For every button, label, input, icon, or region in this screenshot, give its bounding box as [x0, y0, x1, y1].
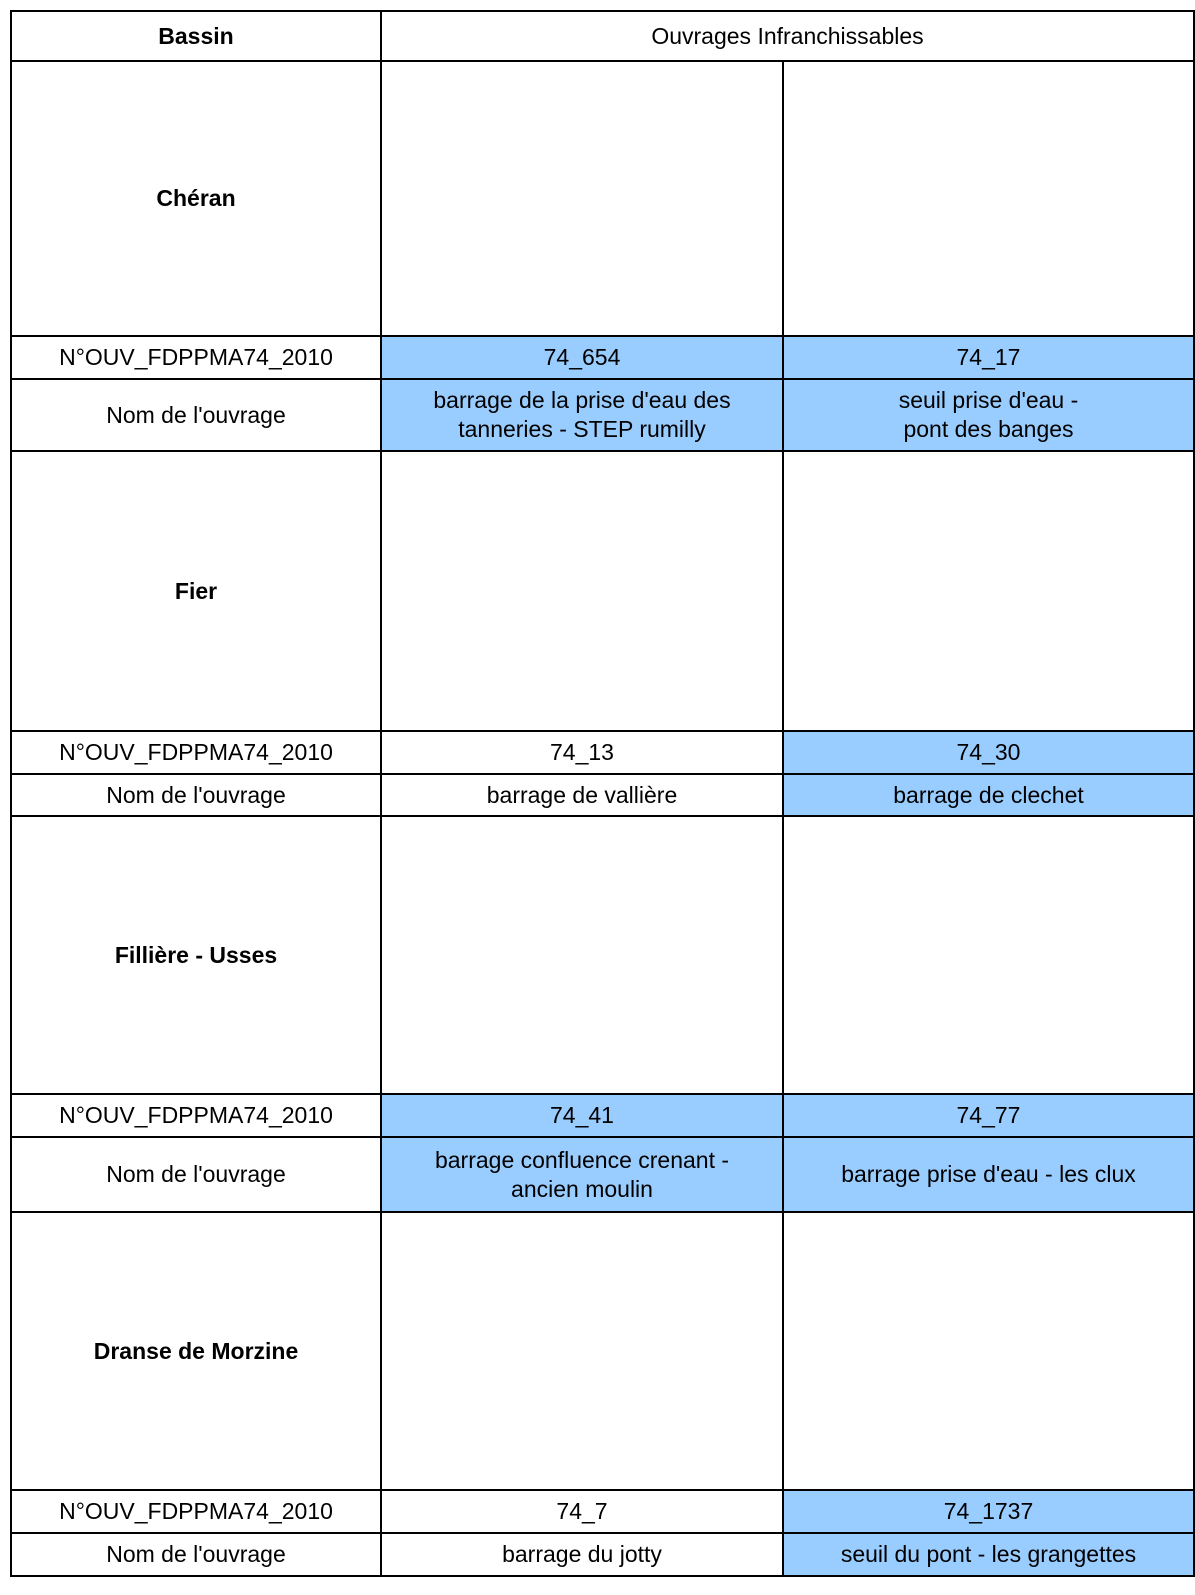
bassin-cell: Fier	[10, 450, 382, 732]
nom-row: Nom de l'ouvrage barrage de la prise d'ea…	[10, 378, 1195, 452]
photo-row: Fillière - Usses	[10, 815, 1195, 1095]
bassin-cell: Fillière - Usses	[10, 815, 382, 1095]
photo-cell	[380, 60, 784, 337]
numero-row: N°OUV_FDPPMA74_2010 74_41 74_77	[10, 1093, 1195, 1138]
nom-row: Nom de l'ouvrage barrage du jotty seuil du…	[10, 1532, 1195, 1577]
row-label: N°OUV_FDPPMA74_2010	[10, 1489, 382, 1534]
row-label: N°OUV_FDPPMA74_2010	[10, 730, 382, 775]
numero-cell: 74_654	[380, 335, 784, 380]
numero-row: N°OUV_FDPPMA74_2010 74_7 74_1737	[10, 1489, 1195, 1534]
nom-cell: barrage prise d'eau - les clux	[782, 1136, 1195, 1213]
row-label: Nom de l'ouvrage	[10, 1136, 382, 1213]
photo-cell	[380, 815, 784, 1095]
header-row: Bassin Ouvrages Infranchissables	[10, 10, 1195, 62]
nom-cell: barrage de clechet	[782, 773, 1195, 817]
row-label: Nom de l'ouvrage	[10, 378, 382, 452]
row-label: Nom de l'ouvrage	[10, 1532, 382, 1577]
nom-cell: barrage de vallière	[380, 773, 784, 817]
numero-cell: 74_41	[380, 1093, 784, 1138]
row-label: N°OUV_FDPPMA74_2010	[10, 1093, 382, 1138]
nom-row: Nom de l'ouvrage barrage confluence crena…	[10, 1136, 1195, 1213]
nom-cell: seuil prise d'eau - pont des banges	[782, 378, 1195, 452]
numero-row: N°OUV_FDPPMA74_2010 74_13 74_30	[10, 730, 1195, 775]
bassin-cell: Chéran	[10, 60, 382, 337]
nom-cell: barrage de la prise d'eau des tanneries …	[380, 378, 784, 452]
photo-row: Dranse de Morzine	[10, 1211, 1195, 1491]
photo-cell	[782, 60, 1195, 337]
row-label: N°OUV_FDPPMA74_2010	[10, 335, 382, 380]
nom-row: Nom de l'ouvrage barrage de vallière barra…	[10, 773, 1195, 817]
nom-cell: barrage du jotty	[380, 1532, 784, 1577]
nom-cell: seuil du pont - les grangettes	[782, 1532, 1195, 1577]
numero-cell: 74_1737	[782, 1489, 1195, 1534]
photo-row: Fier	[10, 450, 1195, 732]
numero-cell: 74_77	[782, 1093, 1195, 1138]
row-label: Nom de l'ouvrage	[10, 773, 382, 817]
nom-cell: barrage confluence crenant - ancien moul…	[380, 1136, 784, 1213]
photo-cell	[782, 1211, 1195, 1491]
bassin-cell: Dranse de Morzine	[10, 1211, 382, 1491]
photo-row: Chéran	[10, 60, 1195, 337]
header-cell: Bassin	[10, 10, 382, 62]
photo-cell	[380, 1211, 784, 1491]
numero-cell: 74_7	[380, 1489, 784, 1534]
header-cell: Ouvrages Infranchissables	[380, 10, 1195, 62]
photo-cell	[782, 450, 1195, 732]
numero-row: N°OUV_FDPPMA74_2010 74_654 74_17	[10, 335, 1195, 380]
numero-cell: 74_13	[380, 730, 784, 775]
table: Bassin Ouvrages Infranchissables Chéran N…	[10, 10, 1195, 1577]
photo-cell	[782, 815, 1195, 1095]
photo-cell	[380, 450, 784, 732]
table-body: Bassin Ouvrages Infranchissables Chéran N…	[10, 10, 1195, 1577]
numero-cell: 74_17	[782, 335, 1195, 380]
numero-cell: 74_30	[782, 730, 1195, 775]
